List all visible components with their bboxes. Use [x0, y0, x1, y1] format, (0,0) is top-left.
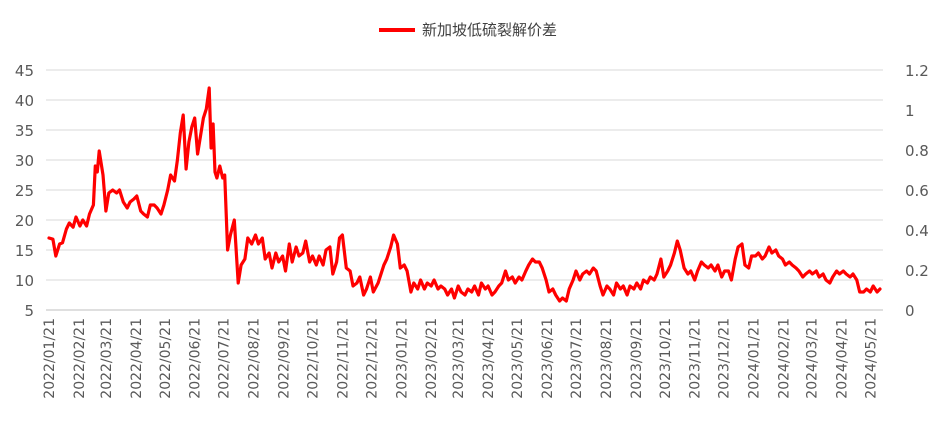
- x-tick-label: 2023/08/21: [599, 318, 615, 399]
- y-left-tick-label: 10: [15, 272, 34, 290]
- x-tick-label: 2024/05/21: [863, 318, 879, 399]
- y-left-tick-label: 20: [15, 212, 34, 230]
- x-tick-label: 2023/05/21: [510, 318, 526, 399]
- y-right-tick-label: 0: [905, 302, 915, 320]
- series-layer: [47, 86, 882, 303]
- x-tick-label: 2022/05/21: [158, 318, 174, 399]
- x-tick-label: 2023/09/21: [629, 318, 645, 399]
- y-left-tick-label: 45: [15, 62, 34, 80]
- y-right-tick-label: 1.2: [905, 62, 929, 80]
- y-left-tick-label: 30: [15, 152, 34, 170]
- x-tick-label: 2022/02/21: [72, 318, 88, 399]
- x-tick-label: 2024/03/21: [804, 318, 820, 399]
- x-tick-label: 2024/04/21: [834, 318, 850, 399]
- right-y-axis: 0 0.2 0.4 0.6 0.8 1 1.2: [905, 62, 929, 320]
- x-tick-label: 2023/10/21: [658, 318, 674, 399]
- x-tick-label: 2023/01/21: [394, 318, 410, 399]
- x-tick-label: 2024/02/21: [776, 318, 792, 399]
- x-tick-label: 2023/04/21: [481, 318, 497, 399]
- x-tick-label: 2023/07/21: [569, 318, 585, 399]
- x-tick-label: 2023/11/21: [688, 318, 704, 399]
- y-left-tick-label: 25: [15, 182, 34, 200]
- x-tick-label: 2022/07/21: [217, 318, 233, 399]
- x-tick-label: 2022/09/21: [277, 318, 293, 399]
- y-right-tick-label: 1: [905, 102, 915, 120]
- series-line: [47, 86, 882, 303]
- left-y-axis: 5 10 15 20 25 30 35 40 45: [15, 62, 34, 320]
- x-tick-label: 2022/12/21: [364, 318, 380, 399]
- y-right-tick-label: 0.8: [905, 142, 929, 160]
- x-axis: 2022/01/21 2022/02/21 2022/03/21 2022/04/21…: [42, 309, 883, 399]
- x-tick-label: 2022/10/21: [305, 318, 321, 399]
- x-tick-label: 2022/08/21: [247, 318, 263, 399]
- y-right-tick-label: 0.4: [905, 222, 929, 240]
- y-right-tick-label: 0.2: [905, 262, 929, 280]
- legend-label: 新加坡低硫裂解价差: [422, 21, 557, 39]
- gridlines: [46, 69, 883, 311]
- y-left-tick-label: 40: [15, 92, 34, 110]
- x-tick-label: 2022/11/21: [335, 318, 351, 399]
- y-left-tick-label: 35: [15, 122, 34, 140]
- x-tick-label: 2022/04/21: [129, 318, 145, 399]
- x-tick-label: 2023/06/21: [540, 318, 556, 399]
- x-tick-label: 2024/01/21: [747, 318, 763, 399]
- y-right-tick-label: 0.6: [905, 182, 929, 200]
- y-left-tick-label: 15: [15, 242, 34, 260]
- x-tick-label: 2022/03/21: [99, 318, 115, 399]
- x-tick-label: 2023/02/21: [424, 318, 440, 399]
- x-tick-label: 2023/12/21: [717, 318, 733, 399]
- x-tick-label: 2022/01/21: [42, 318, 58, 399]
- x-tick-label: 2022/06/21: [188, 318, 204, 399]
- x-tick-label: 2023/03/21: [451, 318, 467, 399]
- y-left-tick-label: 5: [24, 302, 34, 320]
- legend: 新加坡低硫裂解价差: [379, 21, 557, 39]
